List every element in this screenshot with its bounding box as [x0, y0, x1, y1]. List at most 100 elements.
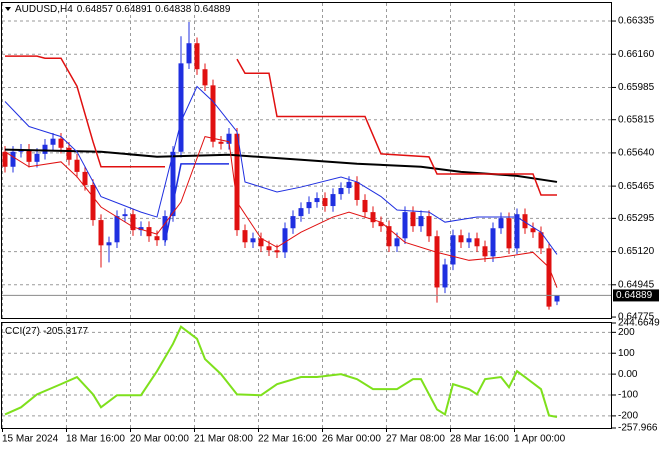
- candle-body: [250, 238, 256, 243]
- candle-body: [522, 214, 528, 229]
- candle-body: [114, 216, 120, 243]
- candle-body: [282, 228, 288, 253]
- candle-body: [466, 238, 472, 243]
- candle-body: [58, 138, 64, 148]
- candle-body: [170, 151, 176, 217]
- candle-body: [42, 144, 48, 154]
- y-tick-label: 244.6649: [618, 318, 660, 329]
- header-close: 0.64889: [194, 4, 231, 15]
- candle-body: [450, 235, 456, 265]
- x-tick-label: 15 Mar 2024: [2, 434, 59, 445]
- candle-body: [186, 43, 192, 64]
- candle-body: [426, 216, 432, 237]
- y-tick-label: 0.66335: [618, 16, 655, 27]
- y-tick-label: -100: [618, 390, 638, 401]
- candle-body: [546, 248, 552, 307]
- candle-body: [226, 133, 232, 144]
- y-tick-label: -200: [618, 411, 638, 422]
- indicator-line: [4, 85, 558, 255]
- x-tick-label: 27 Mar 08:00: [386, 434, 445, 445]
- candle-body: [394, 238, 400, 247]
- candle-body: [266, 246, 272, 251]
- header-open: 0.64857: [77, 4, 114, 15]
- cci-panel-frame: [1, 322, 612, 429]
- candle-body: [26, 149, 32, 162]
- indicator-line: [5, 55, 557, 196]
- x-tick-label: 22 Mar 16:00: [258, 434, 317, 445]
- candle-body: [386, 226, 392, 247]
- cci-last-value: -205.3177: [43, 326, 88, 337]
- candle-body: [234, 133, 240, 231]
- candle-body: [98, 220, 104, 246]
- x-tick-label: 28 Mar 16:00: [450, 434, 509, 445]
- header-high: 0.64891: [116, 4, 153, 15]
- candles: [2, 21, 560, 310]
- candle-body: [410, 212, 416, 227]
- candle-body: [322, 198, 328, 207]
- candle-body: [330, 194, 336, 207]
- candle-body: [378, 222, 384, 227]
- candle-body: [122, 214, 128, 217]
- candle-body: [338, 188, 344, 195]
- candle-body: [298, 208, 304, 217]
- x-tick-label: 26 Mar 00:00: [322, 434, 381, 445]
- candle-body: [66, 147, 72, 160]
- candle-body: [258, 238, 264, 247]
- y-tick-label: -257.966: [618, 423, 658, 434]
- y-tick-label: 0.65465: [618, 181, 655, 192]
- price-panel-frame: [1, 2, 612, 319]
- candle-body: [130, 214, 136, 231]
- candle-body: [506, 218, 512, 249]
- candle-body: [314, 198, 320, 203]
- candle-body: [474, 238, 480, 247]
- y-tick-label: 0.64945: [618, 279, 655, 290]
- candle-body: [306, 202, 312, 209]
- y-tick-label: 200: [618, 327, 635, 338]
- candle-body: [74, 159, 80, 172]
- cci-header: CCI(27) -205.3177: [5, 326, 88, 337]
- y-tick-label: 0.65640: [618, 148, 655, 159]
- candle-body: [538, 232, 544, 249]
- header-low: 0.64838: [155, 4, 192, 15]
- y-tick-label: 0.00: [618, 369, 638, 380]
- candle-body: [514, 214, 520, 249]
- x-tick-label: 20 Mar 00:00: [130, 434, 189, 445]
- candle-body: [106, 242, 112, 246]
- candle-body: [242, 230, 248, 243]
- candle-body: [50, 138, 56, 145]
- candle-body: [178, 63, 184, 152]
- indicator-line: [4, 136, 558, 288]
- candle-body: [458, 235, 464, 243]
- x-tick-label: 1 Apr 00:00: [514, 434, 566, 445]
- y-tick-label: 0.64775: [618, 312, 655, 323]
- candle-body: [274, 250, 280, 253]
- candle-body: [210, 85, 216, 142]
- candle-body: [418, 216, 424, 227]
- candle-body: [82, 171, 88, 185]
- cci-title: CCI(27): [5, 326, 40, 337]
- candle-body: [402, 212, 408, 239]
- candle-body: [482, 246, 488, 257]
- candle-body: [202, 69, 208, 86]
- y-tick-label: 0.65985: [618, 82, 655, 93]
- y-tick-label: 0.66160: [618, 49, 655, 60]
- x-tick-label: 18 Mar 16:00: [66, 434, 125, 445]
- candle-body: [370, 212, 376, 223]
- candle-body: [218, 141, 224, 144]
- candle-body: [90, 184, 96, 221]
- y-tick-label: 0.65120: [618, 246, 655, 257]
- candle-body: [346, 181, 352, 189]
- candle-body: [10, 151, 16, 167]
- candle-body: [362, 199, 368, 213]
- candle-body: [498, 218, 504, 229]
- candle-body: [194, 43, 200, 70]
- y-tick-label: 0.65295: [618, 213, 655, 224]
- candle-body: [290, 216, 296, 229]
- candle-body: [162, 216, 168, 241]
- y-tick-label: 100: [618, 348, 635, 359]
- menu-triangle: [5, 7, 11, 11]
- candle-body: [154, 236, 160, 241]
- cci-line: [4, 325, 558, 418]
- symbol-header: AUDUSD,H4 0.64857 0.64891 0.64838 0.64889: [15, 4, 231, 15]
